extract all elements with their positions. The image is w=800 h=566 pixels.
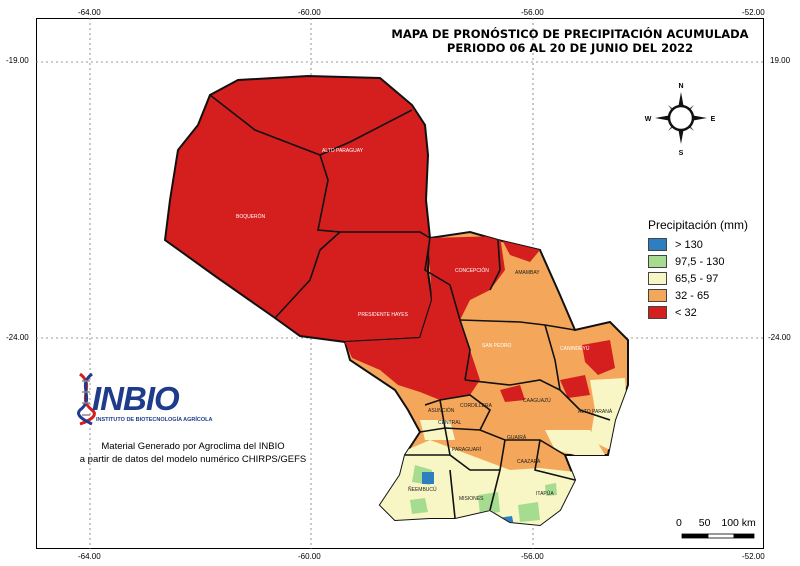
inbio-logo: INBIO INSTITUTO DE BIOTECNOLOGÍA AGRÍCOL… — [70, 372, 220, 432]
map-title-line2: PERIODO 06 AL 20 DE JUNIO DEL 2022 — [446, 41, 694, 55]
legend-item: 65,5 - 97 — [648, 270, 748, 287]
legend-swatch — [648, 306, 667, 319]
left-latitude-label: -24.00 — [6, 333, 29, 342]
scale-label-0: 0 — [676, 517, 682, 529]
legend-item: < 32 — [648, 304, 748, 321]
right-latitude-label: -24.00 — [768, 333, 791, 342]
legend-swatch — [648, 272, 667, 285]
region-label-misiones: MISIONES — [459, 496, 484, 502]
precipitation-overlays — [345, 236, 628, 525]
legend-title: Precipitación (mm) — [648, 218, 749, 232]
credit-line2: a partir de datos del modelo numérico CH… — [79, 454, 307, 465]
scale-label-50: 50 — [698, 517, 711, 529]
region-label-presidente-hayes: PRESIDENTE HAYES — [358, 312, 408, 318]
legend-item: 32 - 65 — [648, 287, 748, 304]
credit-text: Material Generado por Agroclima del INBI… — [48, 440, 338, 466]
dna-helix-icon — [77, 372, 96, 426]
region-label-san-pedro: SAN PEDRO — [482, 343, 512, 349]
map-title: MAPA DE PRONÓSTICO DE PRECIPITACIÓN ACUM… — [390, 27, 750, 55]
map-title-line1: MAPA DE PRONÓSTICO DE PRECIPITACIÓN ACUM… — [391, 27, 749, 41]
region-label-paraguari: PARAGUARÍ — [452, 447, 482, 453]
top-longitude-label: -64.00 — [78, 8, 101, 17]
region-label-boqueron: BOQUERÓN — [236, 214, 266, 220]
precipitation-legend: Precipitación (mm) > 130 97,5 - 130 65,5… — [648, 218, 748, 321]
legend-item: 97,5 - 130 — [648, 253, 748, 270]
compass-east-label: E — [711, 116, 716, 123]
top-longitude-label: -56.00 — [521, 8, 544, 17]
logo-wordmark: INBIO — [92, 380, 180, 417]
region-label-caazapa: CAAZAPÁ — [517, 459, 541, 465]
legend-label: 32 - 65 — [675, 289, 710, 302]
right-latitude-label: 19.00 — [770, 56, 791, 65]
scale-label-100: 100 km — [721, 517, 756, 529]
region-label-amambay: AMAMBAY — [515, 270, 540, 276]
logo-subtitle: INSTITUTO DE BIOTECNOLOGÍA AGRÍCOLA — [96, 417, 213, 423]
bottom-longitude-label: -64.00 — [78, 552, 101, 561]
region-label-caaguazu: CAAGUAZÚ — [523, 398, 551, 404]
legend-label: > 130 — [675, 238, 703, 251]
legend-item: > 130 — [648, 236, 748, 253]
department-borders — [209, 94, 611, 519]
legend-swatch — [648, 238, 667, 251]
region-label-concepcion: CONCEPCIÓN — [455, 268, 489, 274]
scale-bar: 0 50 100 km — [676, 517, 756, 529]
bottom-longitude-label: -56.00 — [521, 552, 544, 561]
credit-line1: Material Generado por Agroclima del INBI… — [101, 441, 285, 452]
scale-bar-graphic — [681, 533, 755, 539]
bottom-longitude-label: -52.00 — [742, 552, 765, 561]
compass-west-label: W — [645, 116, 652, 123]
region-label-asuncion: ASUNCIÓN — [428, 408, 455, 414]
top-longitude-label: -60.00 — [298, 8, 321, 17]
compass-south-label: S — [679, 150, 684, 157]
north-arrow: N S E W — [645, 83, 716, 157]
legend-label: < 32 — [675, 306, 697, 319]
bottom-longitude-label: -60.00 — [298, 552, 321, 561]
region-label-alto-parana: ALTO PARANÁ — [578, 409, 613, 415]
region-label-cordillera: CORDILLERA — [460, 403, 492, 409]
chaco-region — [163, 74, 434, 344]
region-label-central: CENTRAL — [438, 420, 462, 426]
region-label-neembucu: ÑEEMBUCÚ — [408, 487, 437, 493]
compass-north-label: N — [678, 83, 683, 90]
legend-swatch — [648, 289, 667, 302]
region-label-canindeyu: CANINDEYÚ — [560, 346, 590, 352]
legend-label: 97,5 - 130 — [675, 255, 725, 268]
region-label-guaira: GUAIRÁ — [507, 435, 527, 441]
region-label-alto-paraguay: ALTO PARAGUAY — [322, 148, 364, 154]
top-longitude-label: -52.00 — [742, 8, 765, 17]
left-latitude-label: -19.00 — [6, 56, 29, 65]
legend-swatch — [648, 255, 667, 268]
region-label-itapua: ITAPÚA — [536, 491, 554, 497]
legend-label: 65,5 - 97 — [675, 272, 719, 285]
